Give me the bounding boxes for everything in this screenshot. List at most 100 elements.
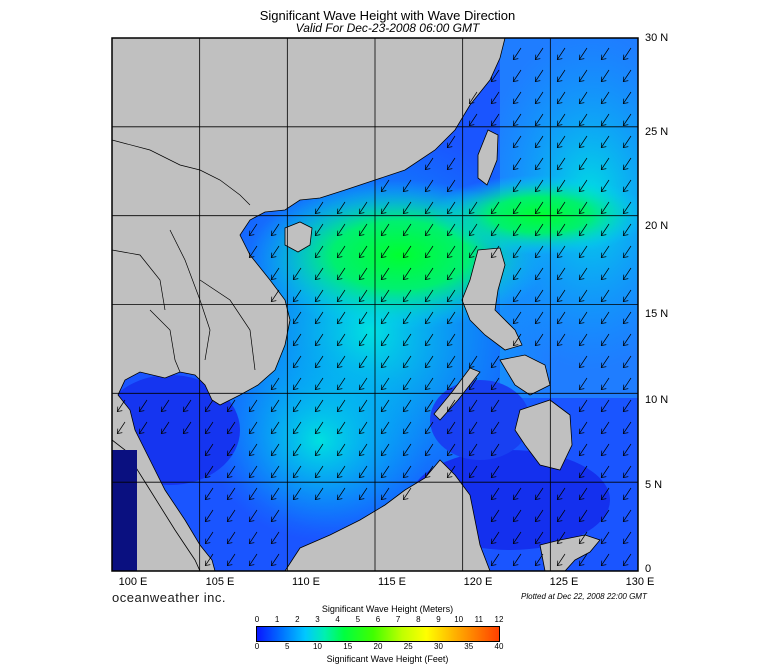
wave-arrow-shaft xyxy=(293,443,302,456)
wave-arrow-shaft xyxy=(403,377,412,390)
wave-arrow-head xyxy=(446,230,453,237)
wave-arrow-head xyxy=(556,186,563,193)
oceanweather-logo: oceanweather inc. xyxy=(112,590,227,605)
wave-arrow-shaft xyxy=(271,531,280,544)
wave-arrow-head xyxy=(424,230,431,237)
wave-arrow-head xyxy=(600,318,607,325)
wave-arrow-shaft xyxy=(491,531,500,544)
colorbar-feet-tick: 15 xyxy=(343,642,353,651)
wave-arrow-shaft xyxy=(579,69,588,82)
wave-arrow-head xyxy=(380,406,387,413)
wave-arrow-head xyxy=(380,362,387,369)
wave-arrow-shaft xyxy=(337,201,346,214)
wave-arrow-head xyxy=(380,252,387,259)
wave-arrow-head xyxy=(534,208,541,215)
wave-arrow-shaft xyxy=(447,157,456,170)
wave-arrow-shaft xyxy=(161,421,170,434)
wave-arrow-head xyxy=(402,252,409,259)
wave-arrow-head xyxy=(446,384,453,391)
wave-arrow-shaft xyxy=(447,355,456,368)
sulu-sea-dark xyxy=(430,380,530,460)
wave-arrow-shaft xyxy=(491,509,500,522)
wave-arrow-head xyxy=(490,76,497,83)
wave-arrow-head xyxy=(600,428,607,435)
wave-arrow-head xyxy=(336,472,343,479)
wave-arrow-head xyxy=(490,428,497,435)
wave-arrow-head xyxy=(578,164,585,171)
wave-arrow-head xyxy=(424,164,431,171)
wave-arrow-shaft xyxy=(557,91,566,104)
wave-arrow-head xyxy=(534,274,541,281)
wave-arrow-head xyxy=(292,362,299,369)
wave-arrow-shaft xyxy=(403,223,412,236)
wave-arrow-head xyxy=(380,274,387,281)
wave-arrow-shaft xyxy=(271,245,280,258)
wave-arrow-head xyxy=(600,164,607,171)
wave-arrow-shaft xyxy=(579,289,588,302)
wave-arrow-shaft xyxy=(271,421,280,434)
land-hainan xyxy=(284,221,313,253)
wave-arrow-shaft xyxy=(359,443,368,456)
wave-arrow-shaft xyxy=(513,245,522,258)
wave-arrow-head xyxy=(468,362,475,369)
wave-arrow-head xyxy=(622,54,629,61)
wave-arrow-head xyxy=(512,230,519,237)
wave-arrow-shaft xyxy=(359,333,368,346)
wave-arrow-shaft xyxy=(601,487,610,500)
wave-arrow-shaft xyxy=(271,289,280,302)
wave-arrow-shaft xyxy=(249,223,258,236)
wave-arrow-shaft xyxy=(403,289,412,302)
wave-arrow-head xyxy=(534,560,541,567)
wave-arrow-head xyxy=(468,406,475,413)
wave-arrow-shaft xyxy=(315,487,324,500)
wave-arrow-shaft xyxy=(271,399,280,412)
wave-arrow-head xyxy=(380,186,387,193)
wave-arrow-head xyxy=(490,120,497,127)
wave-arrow-head xyxy=(402,428,409,435)
wave-arrow-head xyxy=(314,340,321,347)
wave-arrow-shaft xyxy=(601,333,610,346)
wave-arrow-head xyxy=(270,450,277,457)
wave-arrow-shaft xyxy=(601,223,610,236)
wave-arrow-head xyxy=(600,384,607,391)
wave-arrow-head xyxy=(380,384,387,391)
wave-arrow-head xyxy=(556,208,563,215)
wave-arrow-head xyxy=(534,54,541,61)
wave-arrow-shaft xyxy=(337,311,346,324)
wave-arrow-shaft xyxy=(557,113,566,126)
wave-arrow-head xyxy=(292,450,299,457)
colorbar-meters-tick: 1 xyxy=(274,615,280,624)
lon-label-130: 130 E xyxy=(625,576,655,588)
wave-arrow-head xyxy=(270,274,277,281)
wave-arrow-head xyxy=(556,296,563,303)
wave-arrow-head xyxy=(622,318,629,325)
wave-arrow-shaft xyxy=(403,179,412,192)
wave-arrow-head xyxy=(578,296,585,303)
wave-arrow-shaft xyxy=(535,69,544,82)
wave-arrow-head xyxy=(248,230,255,237)
wave-arrow-head xyxy=(512,274,519,281)
wave-arrow-shaft xyxy=(513,91,522,104)
wave-arrow-shaft xyxy=(601,355,610,368)
wave-arrow-head xyxy=(358,472,365,479)
wave-arrow-shaft xyxy=(557,179,566,192)
wave-arrow-shaft xyxy=(601,69,610,82)
wave-arrow-head xyxy=(622,252,629,259)
wave-arrow-head xyxy=(512,516,519,523)
wave-arrow-shaft xyxy=(403,333,412,346)
wave-arrow-shaft xyxy=(249,487,258,500)
colorbar-meters-tick: 12 xyxy=(494,615,504,624)
wave-arrow-head xyxy=(556,98,563,105)
land-sulawesi xyxy=(539,534,601,571)
wave-arrow-head xyxy=(490,98,497,105)
wave-arrow-head xyxy=(446,318,453,325)
wave-arrow-head xyxy=(600,186,607,193)
wave-arrow-head xyxy=(490,450,497,457)
lat-label-0: 0 xyxy=(645,563,652,575)
wave-arrow-shaft xyxy=(579,245,588,258)
wave-arrow-shaft xyxy=(579,135,588,148)
wave-arrow-head xyxy=(534,142,541,149)
wave-arrow-shaft xyxy=(403,421,412,434)
wave-arrow-head xyxy=(556,142,563,149)
wave-arrow-head xyxy=(248,538,255,545)
